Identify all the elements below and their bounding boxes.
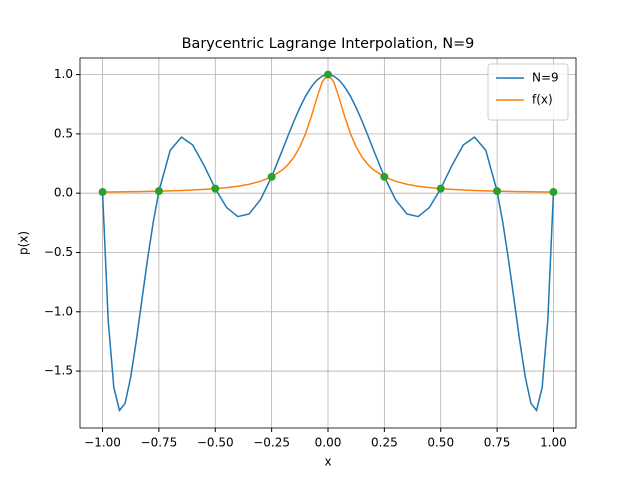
x-tick-label: −0.50	[197, 436, 234, 450]
chart-title: Barycentric Lagrange Interpolation, N=9	[182, 36, 475, 52]
x-tick-label: 0.00	[315, 436, 342, 450]
legend-label: f(x)	[532, 93, 553, 107]
y-tick-label: −0.5	[44, 245, 73, 259]
x-tick-label: 0.75	[484, 436, 511, 450]
y-tick-label: −1.5	[44, 364, 73, 378]
x-tick-label: 0.25	[371, 436, 398, 450]
x-tick-label: 0.50	[427, 436, 454, 450]
y-tick-label: 0.5	[54, 126, 73, 140]
x-tick-label: −0.75	[141, 436, 178, 450]
node-point	[211, 184, 220, 193]
y-axis-label: p(x)	[17, 231, 31, 255]
y-tick-label: 0.0	[54, 186, 73, 200]
y-tick-label: 1.0	[54, 67, 73, 81]
node-point	[380, 172, 389, 181]
node-point	[436, 184, 445, 193]
node-point	[267, 172, 276, 181]
node-point	[154, 187, 163, 196]
node-point	[324, 70, 332, 79]
y-tick-label: −1.0	[44, 304, 73, 318]
node-point	[549, 188, 558, 197]
x-tick-label: 1.00	[540, 436, 567, 450]
node-point	[493, 187, 502, 196]
node-point	[98, 188, 107, 197]
x-axis-label: x	[324, 455, 331, 469]
legend-label: N=9	[532, 71, 559, 85]
x-tick-label: −0.25	[253, 436, 290, 450]
plot-frame	[79, 57, 577, 429]
x-tick-label: −1.00	[84, 436, 121, 450]
